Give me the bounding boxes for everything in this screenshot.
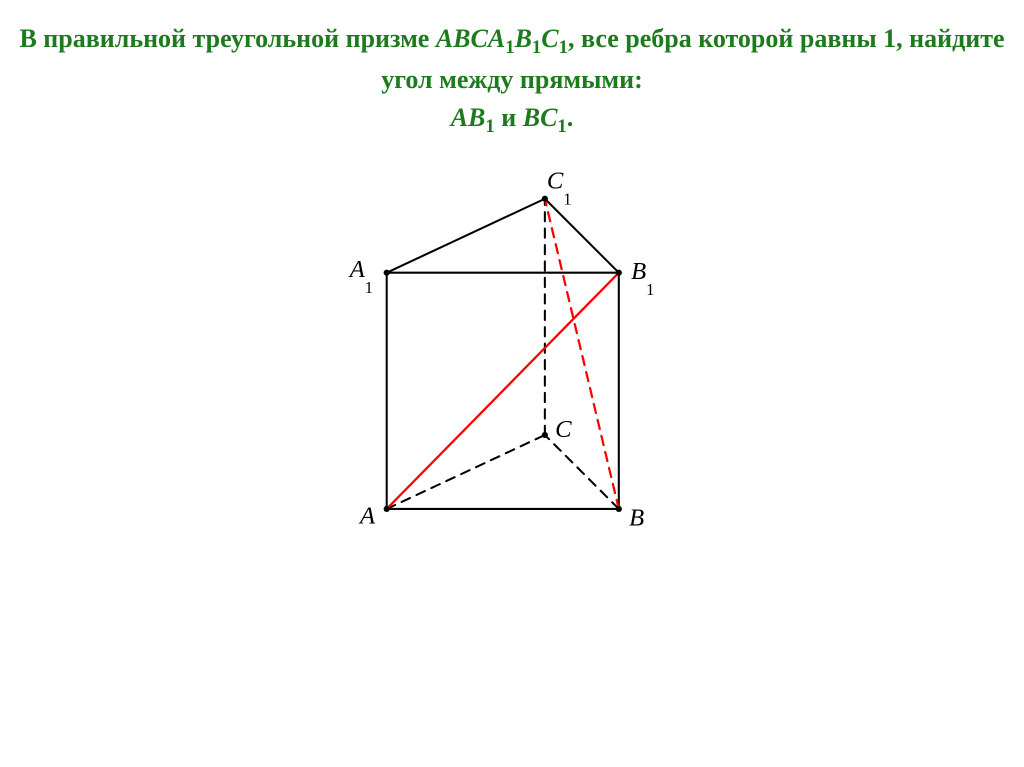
edges-layer (387, 199, 619, 509)
title-and: и (495, 103, 523, 132)
title-prism-abca: ABCA (436, 24, 505, 53)
vertex-label-C: C (555, 416, 572, 443)
edge-A1-C1 (387, 199, 545, 273)
vertex-label-A: A (358, 502, 376, 529)
vertex-label-A1: A1 (348, 256, 373, 297)
prism-diagram: A B C A1 B1 C1 (312, 170, 712, 550)
points-layer (384, 196, 622, 512)
title-prism-b: B (515, 24, 532, 53)
title-sub2: 1 (532, 37, 541, 58)
vertex-C1 (542, 196, 548, 202)
vertex-label-B: B (629, 504, 644, 531)
edge-B1-C1 (545, 199, 619, 273)
title-prism-c: C (541, 24, 558, 53)
labels-layer: A B C A1 B1 C1 (348, 167, 655, 531)
problem-title: В правильной треугольной призме ABCA1B1C… (0, 20, 1024, 140)
vertex-C (542, 432, 548, 438)
title-sub3: 1 (559, 37, 568, 58)
vertex-B (616, 506, 622, 512)
prism-svg: A B C A1 B1 C1 (312, 170, 712, 550)
page: В правильной треугольной призме ABCA1B1C… (0, 0, 1024, 767)
title-line2-sub: 1 (557, 116, 566, 137)
title-prefix: В правильной треугольной призме (19, 24, 435, 53)
vertex-label-C1: C1 (547, 167, 572, 208)
title-end: . (567, 103, 574, 132)
vertex-A (384, 506, 390, 512)
title-line2: BC (523, 103, 558, 132)
title-line1: AB (451, 103, 486, 132)
title-sub1: 1 (505, 37, 514, 58)
vertex-A1 (384, 270, 390, 276)
edge-B-C (545, 435, 619, 509)
edge-B-C1 (545, 199, 619, 509)
vertex-label-B1: B1 (631, 258, 654, 299)
title-line1-sub: 1 (485, 116, 494, 137)
vertex-B1 (616, 270, 622, 276)
edge-A-C (387, 435, 545, 509)
